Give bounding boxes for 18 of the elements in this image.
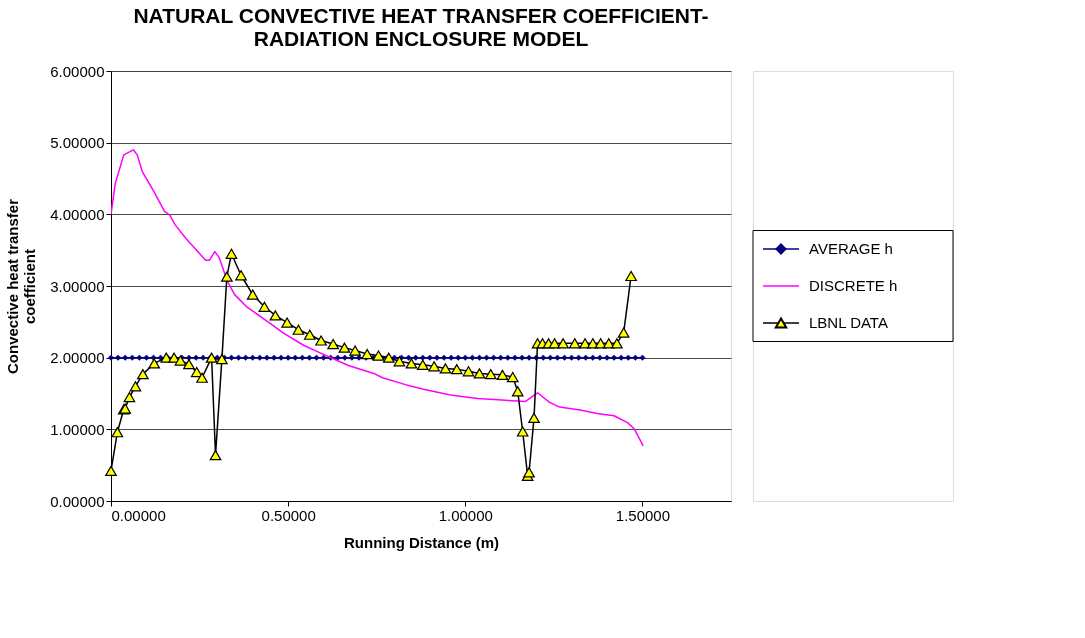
x-tick-label: 1.00000	[438, 506, 493, 524]
x-tick-label: 1.50000	[615, 506, 671, 524]
legend-label: DISCRETE h	[809, 277, 898, 294]
x-tick-label: 0.00000	[111, 506, 166, 524]
y-tick-label: 4.00000	[50, 205, 105, 223]
legend-label: LBNL DATA	[809, 314, 888, 331]
line-series	[111, 149, 644, 447]
x-axis-title: Running Distance (m)	[343, 533, 500, 551]
chart-title: NATURAL CONVECTIVE HEAT TRANSFER COEFFICIENT- RADIATION ENCLOSURE MODEL	[133, 4, 709, 50]
y-tick-label: 1.00000	[50, 420, 105, 438]
x-tick-label: 0.50000	[261, 506, 316, 524]
y-axis-title: Convective heat transfer coefficient	[4, 198, 39, 375]
y-tick-label: 3.00000	[50, 277, 105, 295]
y-tick-label: 0.00000	[50, 492, 105, 510]
legend-label: AVERAGE h	[809, 240, 893, 257]
y-tick-label: 5.00000	[50, 134, 105, 152]
y-tick-label: 6.00000	[50, 62, 105, 80]
y-tick-label: 2.00000	[50, 349, 105, 367]
